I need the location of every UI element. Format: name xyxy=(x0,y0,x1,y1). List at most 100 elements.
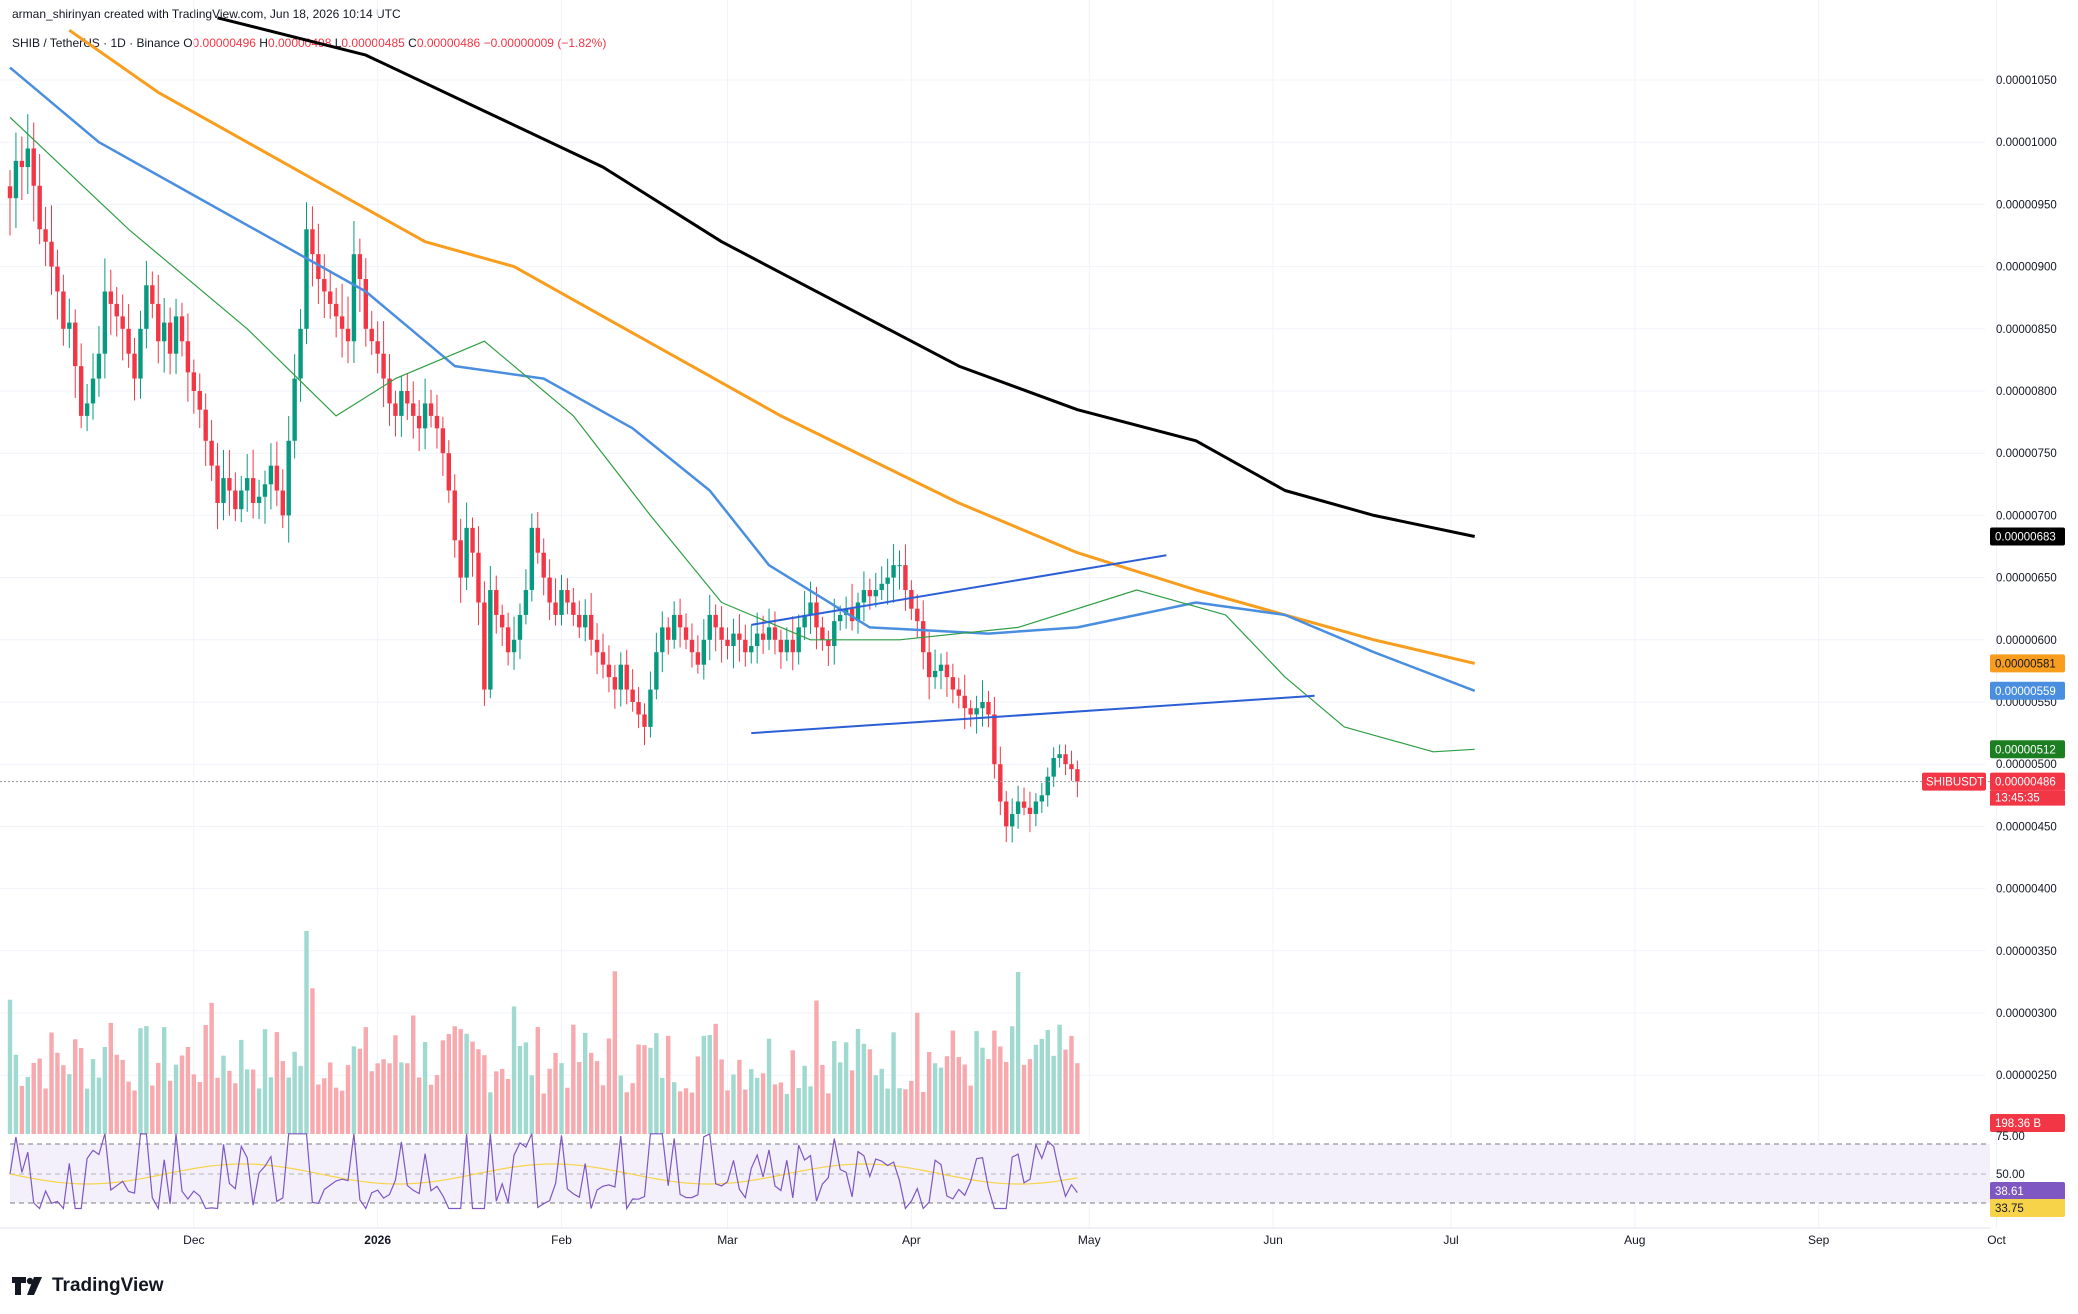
volume-bar xyxy=(915,1012,920,1134)
rsi-ma-line xyxy=(9,1163,1078,1185)
volume-bar xyxy=(440,1040,446,1134)
ma-blue-line xyxy=(9,66,1476,692)
candle-body xyxy=(588,614,594,640)
rsi-ma-tag-bg xyxy=(1990,1199,2065,1217)
volume-bar xyxy=(707,1034,712,1134)
candle-body xyxy=(867,590,873,597)
volume-bar xyxy=(191,1074,197,1134)
volume-bar xyxy=(221,1055,226,1134)
time-axis: Dec 2026 Feb Mar Apr May Jun Jul Aug Sep Oct xyxy=(183,1233,2006,1247)
candle-body xyxy=(13,160,19,199)
volume-bar xyxy=(600,1085,606,1134)
candle-body xyxy=(879,583,884,591)
volume-bar xyxy=(1039,1038,1045,1134)
candle-body xyxy=(256,496,262,503)
candle-body xyxy=(671,614,677,640)
volume-bar xyxy=(571,1024,576,1134)
volume-bar xyxy=(511,1006,517,1134)
candle-body xyxy=(760,633,766,640)
change-value: −0.00000009 (−1.82%) xyxy=(483,36,607,50)
candle-body xyxy=(96,353,102,379)
volume-bar xyxy=(523,1042,529,1134)
open-value: 0.00000496 xyxy=(192,36,256,50)
volume-bar xyxy=(505,1078,511,1134)
price-tick-label: 0.00000700 xyxy=(1996,510,2057,522)
volume-bar xyxy=(13,1054,19,1134)
volume-bar xyxy=(820,1064,825,1134)
candle-body xyxy=(778,639,784,653)
candle-body xyxy=(292,378,297,441)
symbol-tag: SHIBUSDT xyxy=(1922,772,1986,791)
candle-body xyxy=(820,627,825,640)
candle-body xyxy=(440,428,446,454)
rsi-line xyxy=(9,1133,1078,1211)
symbol-name: SHIB / TetherUS · 1D · Binance xyxy=(12,36,180,50)
candle-body xyxy=(612,677,618,690)
candle-body xyxy=(695,652,701,665)
candle-body xyxy=(452,490,457,541)
time-tick-label: May xyxy=(1078,1233,1101,1247)
ma-green-tag: 0.00000512 xyxy=(1990,740,2065,759)
volume-bar xyxy=(375,1063,380,1134)
ma-orange-tag-bg xyxy=(1990,654,2065,673)
volume-bar xyxy=(73,1039,78,1134)
low-value: 0.00000485 xyxy=(341,36,405,50)
candle-body xyxy=(547,577,552,603)
candle-body xyxy=(642,714,647,727)
volume-bar xyxy=(956,1057,961,1134)
volume-bar xyxy=(7,999,13,1134)
volume-bar xyxy=(879,1068,884,1134)
candle-body xyxy=(499,614,505,628)
candle-body xyxy=(215,465,220,503)
candle-body xyxy=(583,614,588,628)
candle-body xyxy=(37,185,42,230)
candle-body xyxy=(796,627,801,653)
candle-body xyxy=(351,254,357,342)
volume-bar xyxy=(701,1035,707,1134)
volume-bar xyxy=(499,1068,505,1134)
candle-body xyxy=(67,322,72,329)
volume-bar xyxy=(731,1074,736,1134)
candle-body xyxy=(921,621,926,653)
tradingview-logo: TradingView xyxy=(12,1275,164,1297)
candle-body xyxy=(126,328,131,354)
candle-body xyxy=(849,608,855,622)
candle-body xyxy=(173,316,179,354)
ma-blue-tag-bg xyxy=(1990,681,2065,700)
candle-body xyxy=(743,639,748,653)
candle-body xyxy=(636,702,641,715)
volume-bar xyxy=(944,1056,950,1134)
channel-upper-line xyxy=(751,554,1167,626)
volume-bar xyxy=(274,1032,280,1134)
volume-bar xyxy=(1009,1026,1015,1134)
candle-body xyxy=(986,702,991,715)
volume-bar xyxy=(239,1039,244,1134)
candle-body xyxy=(428,403,434,416)
tradingview-logo-icon xyxy=(12,1277,42,1295)
volume-bar xyxy=(292,1051,297,1134)
candle-body xyxy=(345,328,351,342)
price-tick-label: 0.00000750 xyxy=(1996,448,2057,460)
candle-body xyxy=(280,490,285,516)
last-price-tag-bg xyxy=(1990,772,2065,791)
last-price-tag: 0.00000486 xyxy=(1990,772,2065,791)
volume-bar xyxy=(31,1062,36,1134)
grid-lines xyxy=(0,0,1998,1228)
volume-bar xyxy=(482,1055,487,1134)
volume-bar xyxy=(968,1085,973,1134)
volume-bar xyxy=(677,1091,683,1134)
ma-orange-line xyxy=(68,28,1476,665)
candle-body xyxy=(600,652,606,665)
candle-body xyxy=(1021,801,1027,808)
candle-body xyxy=(962,695,967,709)
volume-bar xyxy=(476,1049,481,1134)
candle-body xyxy=(25,148,30,168)
candle-body xyxy=(55,266,60,292)
volume-bar xyxy=(233,1083,238,1134)
volume-bar xyxy=(1057,1024,1062,1134)
volume-bar xyxy=(179,1055,185,1134)
price-tick-label: 0.00000400 xyxy=(1996,884,2057,896)
volume-bar xyxy=(488,1092,493,1134)
price-tick-label: 0.00000500 xyxy=(1996,759,2057,771)
